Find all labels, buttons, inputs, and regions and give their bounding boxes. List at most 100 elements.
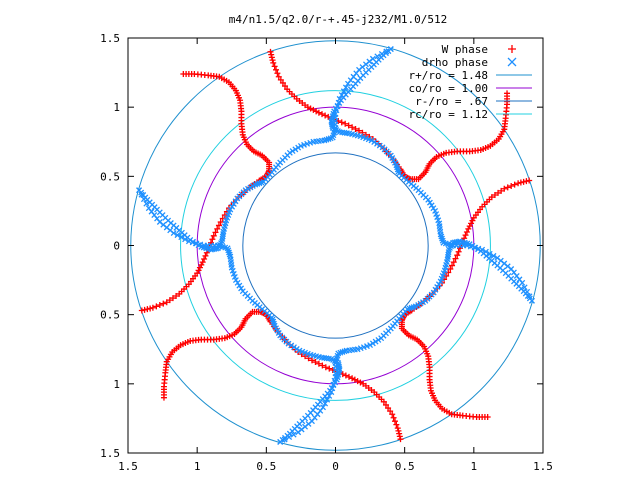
point-s1-a3-26-2 [178, 234, 185, 241]
legend-marker-0 [508, 45, 516, 53]
y-tick-label-0: 1.5 [100, 32, 120, 45]
point-s0-a1-1-2 [273, 66, 280, 73]
point-s0-a0-9 [447, 266, 454, 273]
point-s1-a3-5 [327, 387, 333, 394]
point-s0-a1-9 [356, 127, 363, 134]
point-s1-a0-12-3 [432, 286, 439, 293]
point-s0-a0-0-2 [520, 178, 527, 185]
point-s1-a0-19-2 [372, 338, 379, 345]
point-s0-a3-1-1 [393, 421, 400, 428]
point-s0-a1-1-3 [274, 70, 281, 77]
y-tick-label-6: 1.5 [100, 447, 120, 460]
point-s1-a3-19-3 [234, 279, 241, 286]
point-s0-a3-8-2 [315, 360, 322, 367]
point-s0-a1-6 [315, 109, 322, 116]
point-s1-a3-19-2 [236, 282, 243, 289]
point-s0-a3-29 [160, 394, 167, 401]
point-s0-a0-2-2 [495, 189, 502, 196]
point-s1-a3-29 [145, 205, 152, 212]
point-s1-a1-30 [528, 297, 535, 304]
point-s0-a2-0 [138, 307, 145, 314]
point-s0-a0-8-3 [449, 262, 456, 269]
point-s0-a1-6-1 [319, 111, 326, 118]
chart-title: m4/n1.5/q2.0/r-+.45-j232/M1.0/512 [229, 13, 448, 26]
point-s1-a0-19-1 [375, 336, 382, 343]
point-s0-a3-2-1 [387, 408, 394, 415]
point-s0-a1-7-3 [338, 119, 345, 126]
y-tick-label-1: 1 [113, 101, 120, 114]
point-s0-a2-5-1 [195, 267, 202, 274]
x-tick-label-5: 1 [471, 460, 478, 473]
point-s1-a3-29-2 [140, 196, 147, 203]
point-s0-a1-2-1 [277, 76, 284, 83]
point-s0-a1-0-2 [268, 54, 275, 61]
point-s0-a1-2-2 [279, 79, 286, 86]
point-s1-a1-19-2 [428, 202, 435, 209]
legend-marker-1 [507, 57, 517, 67]
point-s0-a2-1 [149, 304, 156, 311]
point-s0-a1-0-3 [269, 57, 276, 64]
point-s1-a2-26-3 [342, 84, 349, 91]
point-s0-a3-7-3 [326, 365, 333, 372]
point-s0-a1-9-2 [362, 131, 369, 138]
point-s0-a0-2 [501, 185, 508, 192]
point-s0-a2-0-2 [144, 306, 151, 313]
point-s0-a2-8-3 [215, 222, 222, 229]
point-s1-a3-5-2 [330, 382, 337, 389]
x-tick-label-1: 1 [194, 460, 201, 473]
point-s1-a2-29-1 [374, 53, 381, 60]
point-s1-a2-12-2 [230, 201, 237, 207]
point-s1-a2-12-1 [229, 203, 236, 210]
axis-ticks: 1.5 1 0.5 0 0.5 1 1.51.510.500.511.5 [100, 32, 553, 473]
circle-3 [180, 90, 491, 401]
data-points [136, 46, 535, 445]
point-s1-a2-29-3 [383, 48, 390, 55]
point-s0-a3-5-1 [357, 379, 364, 386]
point-s0-a1-8-2 [349, 124, 356, 131]
point-s1-a2-19-2 [292, 146, 299, 153]
point-s0-a2-8 [210, 232, 217, 239]
point-s0-a2-2-3 [173, 292, 180, 299]
point-s0-a2-0-1 [141, 306, 148, 313]
point-s0-a2-6-1 [201, 255, 208, 262]
point-s1-a0-19 [378, 335, 385, 342]
point-s0-a0-2-1 [498, 187, 505, 194]
point-s0-a1-8 [342, 120, 349, 127]
point-s0-a3-6-1 [345, 373, 352, 380]
x-tick-label-6: 1.5 [533, 460, 553, 473]
point-s1-a2-12 [227, 206, 234, 213]
point-s0-a0-8-1 [452, 255, 459, 262]
point-s0-a0-0-3 [517, 179, 524, 186]
point-s0-a0-7-3 [455, 248, 462, 255]
y-tick-label-4: 0.5 [100, 309, 120, 322]
point-s1-a3-12 [296, 347, 303, 354]
point-s1-a3-19 [239, 288, 246, 295]
point-s0-a1-8-1 [345, 122, 352, 129]
point-s0-a2-9-2 [221, 212, 228, 219]
point-s0-a3-0-3 [395, 427, 402, 434]
point-s1-a3-30 [136, 187, 143, 194]
point-s0-a2-2 [163, 299, 170, 306]
point-s1-a1-29-1 [521, 284, 528, 291]
point-s0-a1-1 [270, 59, 277, 66]
point-s1-a2-26 [336, 95, 343, 102]
point-s0-a3-6 [349, 375, 356, 382]
point-s1-a2-26-2 [340, 88, 347, 95]
point-s0-a0-8-2 [450, 259, 457, 266]
point-s1-a3-12-1 [293, 345, 300, 352]
y-tick-label-3: 0 [113, 240, 120, 253]
point-s0-a3-9-2 [302, 353, 309, 360]
point-s1-a1-29-3 [526, 293, 533, 300]
point-s0-a2-1-2 [156, 301, 163, 308]
point-s1-a1-29-2 [524, 288, 531, 295]
y-tick-label-5: 1 [113, 378, 120, 391]
point-s1-a3-19-1 [238, 285, 245, 292]
point-s0-a0-6-1 [463, 229, 470, 236]
point-s1-a3-29-1 [143, 200, 150, 207]
point-s1-a1-26-1 [482, 248, 489, 255]
point-s0-a0-6-2 [462, 232, 469, 239]
point-s0-a2-9 [217, 218, 224, 225]
point-s1-a2-26-1 [338, 92, 345, 99]
